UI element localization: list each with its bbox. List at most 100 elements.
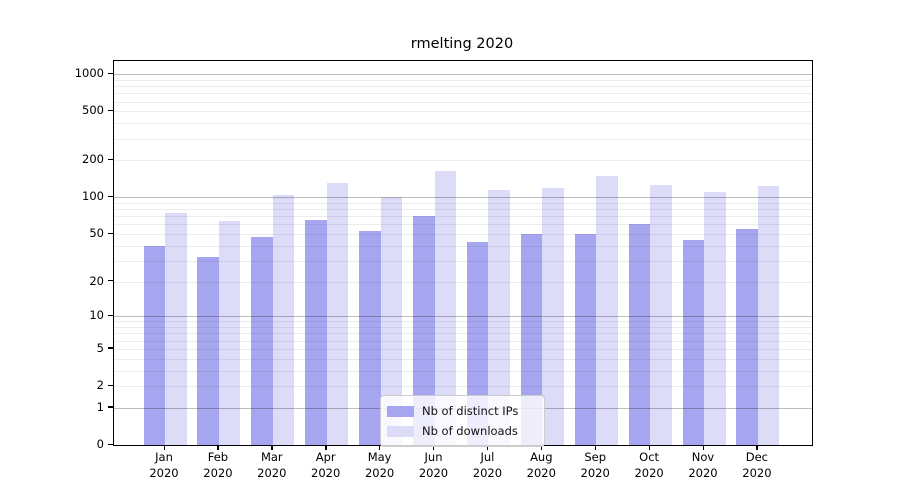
gridline-major-10 bbox=[114, 316, 812, 318]
y-axis-tick-0 bbox=[108, 443, 113, 445]
plot-area: Nb of distinct IPs Nb of downloads bbox=[113, 60, 813, 447]
gridline-minor-800 bbox=[114, 86, 812, 88]
bar-nb-of-distinct-ips-oct-2020 bbox=[628, 224, 651, 445]
bar-nb-of-downloads-sep-2020 bbox=[596, 175, 618, 445]
bar-nb-of-downloads-jan-2020 bbox=[165, 212, 187, 445]
bar-nb-of-downloads-jul-2020 bbox=[488, 189, 510, 445]
y-tick-label-50: 50 bbox=[89, 226, 104, 240]
legend-swatch-downloads-icon bbox=[387, 425, 414, 437]
x-tick-label-feb-2020: Feb 2020 bbox=[203, 450, 233, 480]
y-axis-tick-100 bbox=[108, 195, 113, 198]
gridline-minor-50 bbox=[114, 234, 812, 235]
gridline-minor-700 bbox=[114, 93, 812, 95]
x-tick-label-aug-2020: Aug 2020 bbox=[526, 450, 556, 480]
bar-nb-of-downloads-apr-2020 bbox=[326, 183, 349, 445]
bar-nb-of-distinct-ips-mar-2020 bbox=[251, 237, 273, 445]
x-axis-tick-may-2020 bbox=[379, 445, 381, 450]
x-axis-tick-feb-2020 bbox=[217, 445, 219, 450]
gridline-major-100 bbox=[114, 197, 812, 199]
x-axis-tick-oct-2020 bbox=[648, 445, 650, 450]
bar-nb-of-distinct-ips-feb-2020 bbox=[197, 257, 219, 445]
gridline-minor-9 bbox=[114, 321, 812, 323]
x-tick-label-jun-2020: Jun 2020 bbox=[418, 450, 449, 480]
gridline-minor-7 bbox=[114, 333, 812, 335]
bar-nb-of-distinct-ips-sep-2020 bbox=[574, 234, 597, 445]
x-axis-tick-dec-2020 bbox=[756, 445, 758, 450]
bar-nb-of-downloads-aug-2020 bbox=[542, 187, 564, 445]
x-tick-label-jul-2020: Jul 2020 bbox=[472, 450, 503, 480]
y-tick-label-500: 500 bbox=[82, 103, 104, 118]
x-axis-tick-apr-2020 bbox=[325, 445, 327, 450]
legend-row-downloads: Nb of downloads bbox=[387, 421, 536, 441]
gridline-minor-300 bbox=[114, 138, 812, 140]
x-tick-label-may-2020: May 2020 bbox=[364, 450, 395, 480]
y-tick-label-20: 20 bbox=[89, 273, 104, 288]
legend-label-downloads: Nb of downloads bbox=[422, 424, 518, 438]
bar-nb-of-downloads-mar-2020 bbox=[272, 195, 295, 445]
x-tick-label-dec-2020: Dec 2020 bbox=[742, 450, 772, 480]
x-axis-tick-sep-2020 bbox=[594, 445, 597, 450]
x-tick-label-oct-2020: Oct 2020 bbox=[634, 450, 664, 480]
gridline-minor-900 bbox=[114, 79, 812, 81]
gridline-minor-70 bbox=[114, 216, 812, 218]
legend-swatch-distinct-ips-icon bbox=[387, 405, 414, 417]
y-tick-label-200: 200 bbox=[82, 152, 104, 167]
y-axis-tick-200 bbox=[108, 158, 113, 161]
gridline-minor-60 bbox=[114, 224, 812, 226]
y-tick-label-1: 1 bbox=[96, 399, 104, 414]
y-axis-tick-20 bbox=[108, 280, 113, 282]
x-tick-label-jan-2020: Jan 2020 bbox=[149, 450, 179, 480]
x-axis-tick-mar-2020 bbox=[271, 445, 273, 450]
legend-label-distinct-ips: Nb of distinct IPs bbox=[422, 404, 519, 418]
bar-nb-of-distinct-ips-jan-2020 bbox=[143, 245, 165, 445]
x-axis-tick-nov-2020 bbox=[702, 445, 704, 450]
y-axis-tick-1000 bbox=[108, 72, 113, 75]
bar-nb-of-downloads-dec-2020 bbox=[757, 185, 780, 445]
gridline-minor-30 bbox=[114, 260, 812, 262]
gridline-minor-400 bbox=[114, 123, 812, 125]
y-tick-label-2: 2 bbox=[96, 378, 104, 392]
legend-row-distinct-ips: Nb of distinct IPs bbox=[387, 401, 536, 421]
gridline-minor-20 bbox=[114, 281, 812, 283]
x-tick-label-nov-2020: Nov 2020 bbox=[688, 450, 718, 480]
gridline-major-1000 bbox=[114, 74, 812, 76]
x-tick-label-apr-2020: Apr 2020 bbox=[311, 450, 341, 480]
x-tick-label-mar-2020: Mar 2020 bbox=[257, 450, 287, 480]
bar-nb-of-distinct-ips-apr-2020 bbox=[305, 220, 327, 445]
y-axis-tick-10 bbox=[108, 314, 113, 317]
bar-nb-of-distinct-ips-nov-2020 bbox=[682, 239, 704, 445]
y-axis-tick-1 bbox=[108, 406, 113, 408]
gridline-minor-500 bbox=[114, 111, 812, 113]
gridline-minor-6 bbox=[114, 340, 812, 342]
gridline-minor-5 bbox=[114, 348, 812, 350]
bar-nb-of-distinct-ips-jun-2020 bbox=[413, 216, 435, 445]
x-tick-label-sep-2020: Sep 2020 bbox=[580, 450, 610, 480]
gridline-minor-90 bbox=[114, 202, 812, 204]
bar-nb-of-downloads-may-2020 bbox=[380, 197, 403, 445]
y-axis-tick-5 bbox=[108, 347, 113, 349]
gridline-minor-2 bbox=[114, 386, 812, 387]
bar-nb-of-distinct-ips-aug-2020 bbox=[520, 234, 543, 445]
y-axis-tick-50 bbox=[108, 232, 113, 234]
gridline-minor-8 bbox=[114, 327, 812, 329]
gridline-minor-4 bbox=[114, 358, 812, 360]
y-tick-label-10: 10 bbox=[89, 308, 104, 323]
y-tick-label-100: 100 bbox=[82, 189, 104, 204]
legend: Nb of distinct IPs Nb of downloads bbox=[380, 395, 545, 447]
y-axis-tick-500 bbox=[108, 109, 113, 112]
bar-nb-of-downloads-jun-2020 bbox=[434, 171, 456, 445]
gridline-minor-600 bbox=[114, 101, 812, 103]
gridline-minor-40 bbox=[114, 245, 812, 247]
bar-nb-of-downloads-nov-2020 bbox=[704, 192, 726, 445]
bar-nb-of-downloads-feb-2020 bbox=[218, 221, 241, 445]
y-tick-label-5: 5 bbox=[96, 340, 104, 355]
bar-nb-of-distinct-ips-jul-2020 bbox=[466, 241, 489, 445]
gridline-minor-80 bbox=[114, 209, 812, 211]
x-axis-tick-aug-2020 bbox=[540, 445, 543, 450]
x-axis-tick-jun-2020 bbox=[433, 445, 435, 450]
x-axis-tick-jul-2020 bbox=[486, 445, 489, 450]
x-axis-tick-jan-2020 bbox=[163, 445, 165, 450]
y-axis-tick-2 bbox=[108, 384, 113, 386]
gridline-minor-3 bbox=[114, 370, 812, 372]
